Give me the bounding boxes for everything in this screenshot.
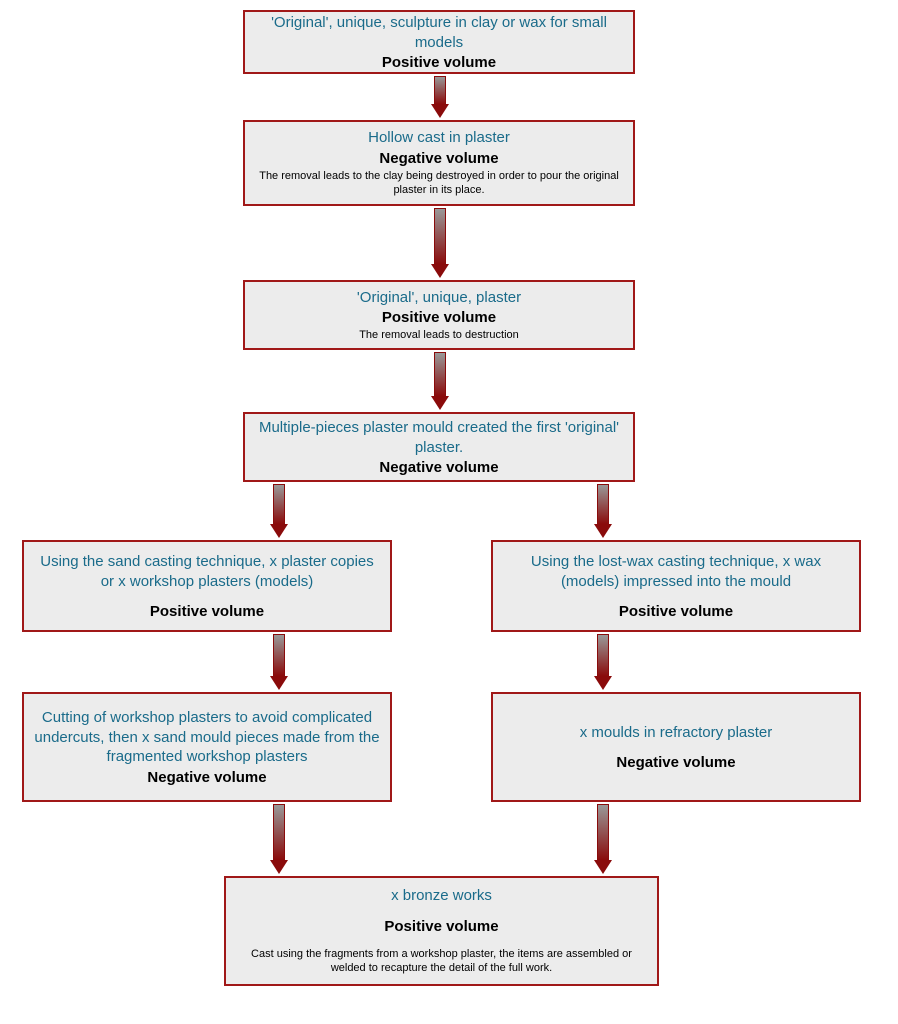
flow-arrow <box>431 352 449 410</box>
flow-arrow <box>270 804 288 874</box>
node-title: 'Original', unique, plaster <box>357 288 521 308</box>
node-volume: Negative volume <box>147 769 266 786</box>
flow-arrow <box>270 484 288 538</box>
node-description: The removal leads to destruction <box>359 328 519 342</box>
node-title: Hollow cast in plaster <box>368 128 510 148</box>
node-volume: Positive volume <box>619 603 733 620</box>
flowchart-node: Hollow cast in plaster Negative volume T… <box>243 120 635 206</box>
node-description: Cast using the fragments from a workshop… <box>236 947 647 976</box>
node-volume: Positive volume <box>384 918 498 935</box>
flow-arrow <box>594 804 612 874</box>
node-volume: Negative volume <box>379 150 498 167</box>
flowchart-node: x bronze works Positive volume Cast usin… <box>224 876 659 986</box>
node-description: The removal leads to the clay being dest… <box>255 169 623 198</box>
flow-arrow <box>431 208 449 278</box>
flowchart-node: Multiple-pieces plaster mould created th… <box>243 412 635 482</box>
flow-arrow <box>594 484 612 538</box>
flow-arrow <box>594 634 612 690</box>
flow-arrow <box>270 634 288 690</box>
flowchart-node: 'Original', unique, plaster Positive vol… <box>243 280 635 350</box>
flowchart-node: Cutting of workshop plasters to avoid co… <box>22 692 392 802</box>
flowchart-node: Using the sand casting technique, x plas… <box>22 540 392 632</box>
flowchart-node: Using the lost-wax casting technique, x … <box>491 540 861 632</box>
node-title: Cutting of workshop plasters to avoid co… <box>34 708 380 767</box>
node-volume: Positive volume <box>150 603 264 620</box>
node-volume: Negative volume <box>379 459 498 476</box>
flowchart-node: x moulds in refractory plaster Negative … <box>491 692 861 802</box>
node-title: Using the lost-wax casting technique, x … <box>503 552 849 591</box>
node-volume: Positive volume <box>382 54 496 71</box>
node-volume: Negative volume <box>616 754 735 771</box>
node-title: Using the sand casting technique, x plas… <box>34 552 380 591</box>
flowchart-node: 'Original', unique, sculpture in clay or… <box>243 10 635 74</box>
node-title: x moulds in refractory plaster <box>580 723 773 743</box>
node-volume: Positive volume <box>382 309 496 326</box>
flow-arrow <box>431 76 449 118</box>
node-title: x bronze works <box>391 886 492 906</box>
node-title: 'Original', unique, sculpture in clay or… <box>255 13 623 52</box>
node-title: Multiple-pieces plaster mould created th… <box>255 418 623 457</box>
